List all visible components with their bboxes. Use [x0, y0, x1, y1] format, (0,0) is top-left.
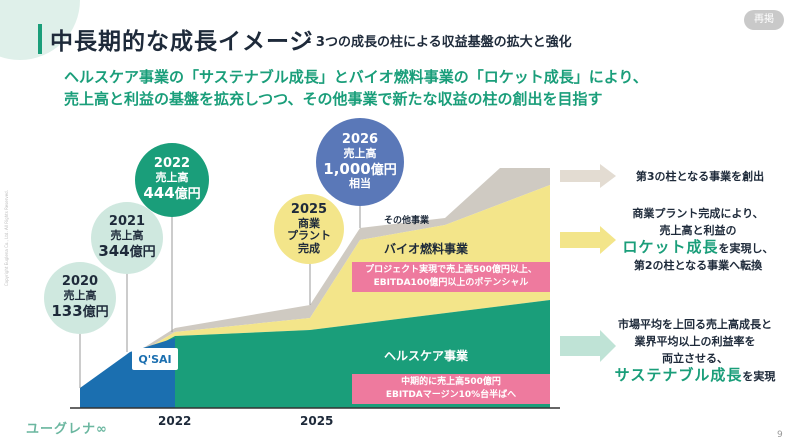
- right-line: ロケット成長を実現し、: [622, 238, 774, 256]
- qsai-logo: Q'SAI: [132, 348, 178, 370]
- other-business-band: [80, 168, 550, 388]
- bubble-amount: 444億円: [143, 183, 201, 202]
- x-axis-label-2025: 2025: [300, 414, 334, 428]
- bubble-label: プラント: [287, 229, 331, 243]
- lead-line-2: 売上高と利益の基盤を拡充しつつ、その他事業で新たな収益の柱の創出を目指す: [64, 90, 603, 108]
- bubble-year: 2022: [153, 156, 191, 172]
- bubble-year: 2020: [61, 274, 99, 290]
- x-axis-label-2022: 2022: [158, 414, 192, 428]
- bio-fuel-band: [80, 185, 550, 388]
- bubble-label: 完成: [298, 241, 320, 255]
- bio-fuel-callout: プロジェクト実現で売上高500億円以上、 EBITDA100億円以上のポテンシャ…: [352, 262, 550, 292]
- bubble-2022: 2022 売上高 444億円: [135, 143, 209, 217]
- page-number: 9: [777, 430, 783, 440]
- bubble-2025: 2025 商業 プラント 完成: [274, 194, 344, 264]
- title-accent-bar: [38, 24, 42, 54]
- bubble-year: 2021: [108, 214, 146, 230]
- healthcare-label: ヘルスケア事業: [384, 349, 469, 363]
- bubble-label: 売上高: [155, 171, 189, 185]
- right-text-other: 第3の柱となる事業を創出: [620, 168, 780, 185]
- arrow-bio: [560, 226, 616, 254]
- arrow-health: [560, 330, 616, 362]
- right-line: サステナブル成長を実現: [614, 366, 776, 384]
- right-line: 売上高と利益の: [659, 224, 737, 237]
- bubble-label: 売上高: [343, 146, 377, 160]
- right-line: 市場平均を上回る売上高成長と: [618, 318, 772, 331]
- bubble-label: 商業: [298, 216, 320, 230]
- right-line: 両立させる、: [662, 352, 728, 365]
- callout-line: EBITDA100億円以上のポテンシャル: [373, 278, 529, 288]
- lead-text: ヘルスケア事業の「サステナブル成長」とバイオ燃料事業の「ロケット成長」により、 …: [64, 66, 648, 110]
- bubble-suffix: 相当: [349, 177, 371, 191]
- bubble-year: 2025: [290, 201, 328, 217]
- callout-line: プロジェクト実現で売上高500億円以上、: [365, 265, 537, 275]
- bubble-2026: 2026 売上高 1,000億円 相当: [316, 118, 404, 206]
- bubble-2021: 2021 売上高 344億円: [91, 202, 163, 274]
- healthcare-callout: 中期的に売上高500億円 EBITDAマージン10%台半ばへ: [352, 374, 550, 404]
- right-line: 業界平均以上の利益率を: [634, 335, 756, 348]
- right-text-bio: 商業プラント完成により、 売上高と利益の ロケット成長を実現し、 第2の柱となる…: [608, 205, 788, 274]
- company-logo: ユーグレナ∞: [26, 422, 108, 437]
- repost-badge: 再掲: [744, 10, 784, 30]
- bubble-label: 売上高: [110, 229, 144, 243]
- right-line: 第3の柱となる事業を創出: [635, 170, 765, 183]
- bubble-label: 売上高: [63, 289, 97, 303]
- bubble-2020: 2020 売上高 133億円: [44, 262, 116, 334]
- other-business-label: その他事業: [384, 216, 430, 226]
- bubble-year: 2026: [341, 131, 379, 147]
- callout-line: EBITDAマージン10%台半ばへ: [385, 390, 517, 400]
- right-line: 商業プラント完成により、: [632, 207, 764, 220]
- page-title: 中長期的な成長イメージ: [50, 29, 314, 55]
- bubble-amount: 344億円: [98, 241, 156, 260]
- bio-fuel-label: バイオ燃料事業: [384, 242, 469, 256]
- lead-line-1: ヘルスケア事業の「サステナブル成長」とバイオ燃料事業の「ロケット成長」により、: [64, 68, 648, 86]
- right-text-health: 市場平均を上回る売上高成長と 業界平均以上の利益率を 両立させる、 サステナブル…: [600, 316, 790, 385]
- bubble-amount: 1,000億円: [323, 159, 397, 178]
- arrow-other: [560, 164, 616, 188]
- page-subtitle: - 3つの成長の柱による収益基盤の拡大と強化: [306, 35, 572, 50]
- bubble-amount: 133億円: [51, 301, 109, 320]
- right-line: 第2の柱となる事業へ転換: [633, 259, 763, 272]
- callout-line: 中期的に売上高500億円: [401, 377, 501, 387]
